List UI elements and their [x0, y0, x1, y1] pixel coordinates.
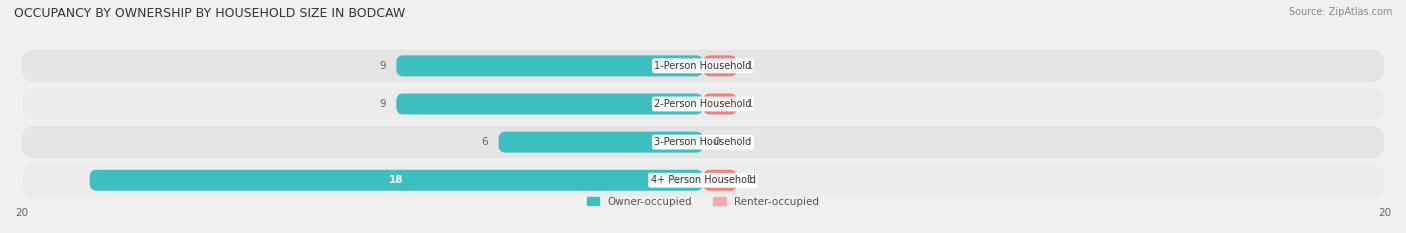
FancyBboxPatch shape — [396, 55, 703, 76]
Text: 4+ Person Household: 4+ Person Household — [651, 175, 755, 185]
FancyBboxPatch shape — [703, 93, 737, 114]
Text: 9: 9 — [380, 99, 387, 109]
FancyBboxPatch shape — [90, 170, 703, 191]
FancyBboxPatch shape — [21, 126, 1385, 158]
Text: 3-Person Household: 3-Person Household — [654, 137, 752, 147]
FancyBboxPatch shape — [21, 164, 1385, 196]
Text: 6: 6 — [482, 137, 488, 147]
Text: 2-Person Household: 2-Person Household — [654, 99, 752, 109]
Text: 9: 9 — [380, 61, 387, 71]
Text: 18: 18 — [389, 175, 404, 185]
Legend: Owner-occupied, Renter-occupied: Owner-occupied, Renter-occupied — [582, 192, 824, 211]
Text: OCCUPANCY BY OWNERSHIP BY HOUSEHOLD SIZE IN BODCAW: OCCUPANCY BY OWNERSHIP BY HOUSEHOLD SIZE… — [14, 7, 405, 20]
Text: 0: 0 — [713, 137, 720, 147]
Text: Source: ZipAtlas.com: Source: ZipAtlas.com — [1288, 7, 1392, 17]
Text: 1-Person Household: 1-Person Household — [654, 61, 752, 71]
FancyBboxPatch shape — [499, 132, 703, 153]
FancyBboxPatch shape — [703, 55, 737, 76]
FancyBboxPatch shape — [21, 88, 1385, 120]
FancyBboxPatch shape — [703, 170, 737, 191]
FancyBboxPatch shape — [21, 50, 1385, 82]
FancyBboxPatch shape — [396, 93, 703, 114]
Text: 1: 1 — [748, 61, 754, 71]
Text: 1: 1 — [748, 99, 754, 109]
Text: 1: 1 — [748, 175, 754, 185]
